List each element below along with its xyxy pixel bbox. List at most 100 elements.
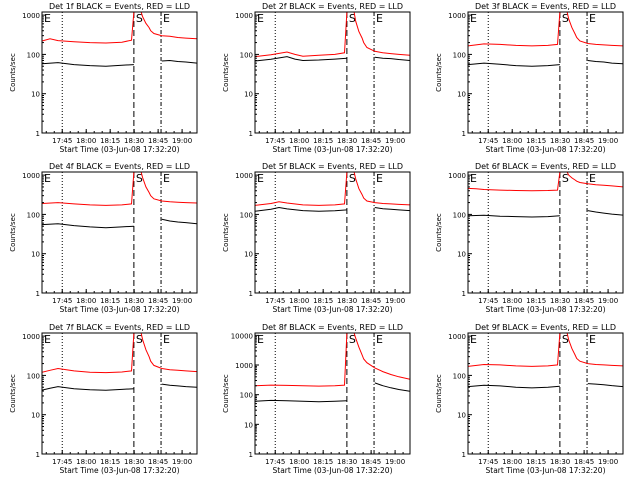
x-tick-label: 18:15: [100, 458, 120, 466]
x-tick-label: 17:45: [52, 297, 72, 305]
x-tick-label: 18:30: [550, 137, 570, 145]
marker-e-end: E: [163, 12, 170, 25]
lld-series-line: [42, 172, 135, 206]
x-tick-label: 18:00: [502, 137, 522, 145]
marker-e-start: E: [470, 12, 477, 25]
plot-frame: [254, 332, 411, 455]
x-tick-label: 17:45: [265, 297, 285, 305]
y-tick-label: 1: [249, 290, 253, 298]
events-series-line-after: [374, 207, 410, 212]
lld-series-line-after: [353, 12, 410, 56]
y-tick-label: 100: [27, 211, 40, 219]
x-tick-label: 18:30: [124, 137, 144, 145]
x-axis-label: Start Time (03-Jun-08 17:32:20): [60, 466, 180, 475]
panel-title: Det 1f BLACK = Events, RED = LLD: [49, 2, 190, 11]
y-tick-label: 100: [240, 51, 253, 59]
y-tick-label: 1000: [22, 172, 40, 180]
marker-e-start: E: [44, 333, 51, 346]
y-tick-label: 1000: [448, 333, 466, 341]
y-tick-label: 1: [249, 451, 253, 459]
x-tick-label: 18:45: [361, 458, 381, 466]
y-tick-label: 1000: [448, 12, 466, 20]
y-axis-label: Counts/sec: [435, 53, 443, 92]
y-tick-label: 10: [457, 412, 466, 420]
plot-frame: [467, 332, 624, 455]
events-series-line: [468, 62, 560, 67]
x-axis-label: Start Time (03-Jun-08 17:32:20): [486, 145, 606, 154]
y-tick-label: 1: [249, 130, 253, 138]
panel-title: Det 8f BLACK = Events, RED = LLD: [262, 323, 403, 332]
x-tick-label: 19:00: [598, 458, 618, 466]
y-tick-label: 1000: [235, 362, 253, 370]
x-tick-label: 18:30: [337, 458, 357, 466]
x-tick-label: 18:00: [76, 137, 96, 145]
marker-e-end: E: [163, 172, 170, 185]
y-tick-label: 1: [36, 130, 40, 138]
plot-frame: [467, 11, 624, 134]
x-axis-label: Start Time (03-Jun-08 17:32:20): [273, 466, 393, 475]
plot-frame: [41, 332, 198, 455]
x-tick-label: 18:00: [76, 297, 96, 305]
events-series-line-after: [374, 382, 410, 392]
y-tick-label: 100: [453, 211, 466, 219]
x-tick-label: 19:00: [385, 137, 405, 145]
lld-series-line-after: [353, 172, 410, 206]
events-series-line-after: [161, 218, 197, 225]
x-tick-label: 19:00: [598, 297, 618, 305]
panel-title: Det 9f BLACK = Events, RED = LLD: [475, 323, 616, 332]
lld-series-line: [255, 172, 348, 206]
y-axis-label: Counts/sec: [9, 53, 17, 92]
x-tick-label: 18:30: [337, 137, 357, 145]
y-tick-label: 1: [462, 130, 466, 138]
y-tick-label: 100: [27, 51, 40, 59]
x-axis-label: Start Time (03-Jun-08 17:32:20): [60, 145, 180, 154]
y-tick-label: 1: [462, 290, 466, 298]
x-tick-label: 18:15: [313, 458, 333, 466]
x-tick-label: 19:00: [385, 297, 405, 305]
events-series-line: [255, 206, 347, 212]
x-tick-label: 18:30: [124, 297, 144, 305]
panel-title: Det 3f BLACK = Events, RED = LLD: [475, 2, 616, 11]
events-series-line-after: [587, 383, 623, 388]
x-tick-label: 18:00: [289, 458, 309, 466]
y-tick-label: 1: [36, 290, 40, 298]
x-tick-label: 18:45: [148, 137, 168, 145]
x-tick-label: 17:45: [478, 297, 498, 305]
x-axis-label: Start Time (03-Jun-08 17:32:20): [60, 305, 180, 314]
x-tick-label: 19:00: [172, 137, 192, 145]
x-tick-label: 18:15: [526, 137, 546, 145]
y-tick-label: 10: [31, 412, 40, 420]
events-series-line-after: [161, 383, 197, 388]
x-tick-label: 18:30: [337, 297, 357, 305]
x-tick-label: 19:00: [172, 297, 192, 305]
marker-e-start: E: [257, 172, 264, 185]
x-tick-label: 18:30: [550, 458, 570, 466]
y-tick-label: 100: [27, 372, 40, 380]
x-tick-label: 18:45: [361, 137, 381, 145]
panel-title: Det 7f BLACK = Events, RED = LLD: [49, 323, 190, 332]
events-series-line: [468, 214, 560, 218]
plot-frame: [254, 171, 411, 294]
marker-e-end: E: [163, 333, 170, 346]
marker-s: S: [349, 172, 356, 185]
x-tick-label: 17:45: [265, 137, 285, 145]
marker-e-start: E: [470, 333, 477, 346]
lld-series-line-after: [140, 172, 197, 204]
marker-s: S: [562, 12, 569, 25]
y-tick-label: 1000: [22, 12, 40, 20]
x-tick-label: 18:30: [124, 458, 144, 466]
y-tick-label: 100: [453, 51, 466, 59]
y-tick-label: 1: [36, 451, 40, 459]
x-tick-label: 19:00: [172, 458, 192, 466]
marker-e-end: E: [589, 12, 596, 25]
marker-s: S: [136, 172, 143, 185]
x-tick-label: 19:00: [385, 458, 405, 466]
x-tick-label: 18:45: [574, 137, 594, 145]
lld-series-line-after: [140, 12, 197, 40]
marker-e-start: E: [44, 172, 51, 185]
panel-title: Det 2f BLACK = Events, RED = LLD: [262, 2, 403, 11]
